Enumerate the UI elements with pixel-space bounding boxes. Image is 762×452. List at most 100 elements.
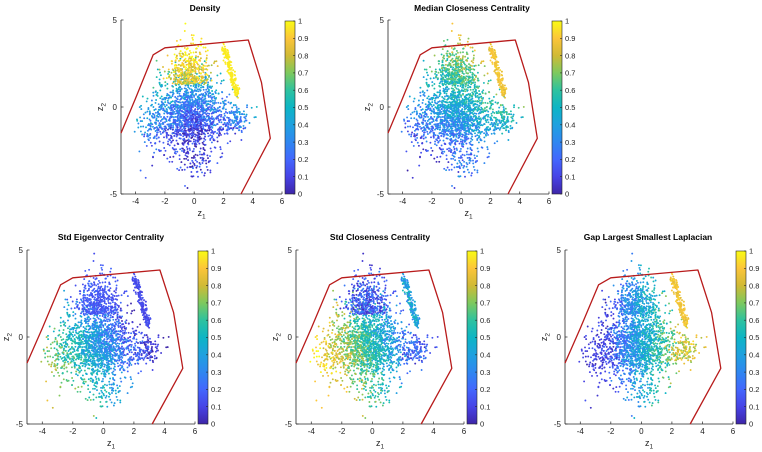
scatter-point [167,134,170,137]
scatter-point [416,119,419,122]
scatter-point [442,148,444,151]
scatter-point [175,135,178,138]
scatter-point [190,171,193,173]
scatter-point [491,99,494,102]
scatter-point [422,119,425,122]
scatter-point [504,110,507,113]
scatter-point [237,96,239,99]
scatter-point [197,112,200,115]
scatter-point [423,68,426,71]
scatter-point [442,139,445,142]
scatter-point [443,167,446,170]
scatter-point [150,99,153,102]
scatter-point [146,97,149,100]
scatter-point [439,155,442,158]
scatter-point [462,55,464,58]
scatter-point [505,113,508,116]
scatter-point [189,125,192,128]
scatter-point [489,52,492,55]
scatter-point [195,86,198,89]
scatter-point [140,104,143,107]
scatter-point [446,54,449,57]
scatter-point [486,72,489,75]
scatter-point [241,113,244,116]
scatter-point [151,103,153,106]
x-tick-label: -2 [428,197,436,206]
scatter-point [226,132,229,135]
scatter-point [503,122,506,125]
scatter-point [195,75,198,78]
scatter-point [505,87,508,90]
scatter-point [233,73,236,76]
scatter-point [211,115,213,118]
scatter-point [170,101,173,103]
scatter-point [485,121,488,123]
scatter-point [431,101,434,104]
scatter-point [162,66,164,68]
scatter-point [199,168,202,171]
scatter-point [173,53,176,56]
scatter-point [199,57,202,60]
scatter-point [194,153,197,156]
scatter-point [186,187,189,189]
scatter-point [154,141,157,144]
scatter-point [215,81,218,84]
scatter-point [497,61,500,64]
scatter-point [171,91,173,94]
scatter-point [509,110,512,113]
scatter-point [196,110,199,113]
scatter-point [506,117,509,120]
scatter-point [198,124,201,127]
scatter-point [234,77,237,80]
scatter-point [464,116,467,119]
scatter-point [189,94,192,97]
scatter-point [423,115,426,118]
scatter-point [184,78,187,81]
scatter-point [449,150,452,153]
scatter-point [184,105,187,108]
scatter-point [476,71,479,74]
colorbar-tick-label: 0 [298,190,302,199]
scatter-point [421,141,424,144]
scatter-point [413,97,416,100]
scatter-point [174,152,177,155]
scatter-point [468,162,471,164]
scatter-point [225,95,228,98]
scatter-point [463,99,466,102]
scatter-point [446,121,448,124]
scatter-point [174,101,176,104]
scatter-point [205,100,208,103]
scatter-point [216,132,219,135]
scatter-point [456,82,459,85]
scatter-point [187,94,190,97]
scatter-point [172,112,175,115]
scatter-point [184,184,186,187]
scatter-point [470,124,473,127]
scatter-point [196,154,199,157]
scatter-point [413,110,416,113]
scatter-point [513,106,515,109]
scatter-point [149,122,152,125]
scatter-point [447,130,450,133]
scatter-point [438,82,441,85]
scatter-point [445,109,448,112]
scatter-point [471,73,474,76]
scatter-point [453,150,456,153]
scatter-point [198,100,201,103]
scatter-point [427,126,429,129]
scatter-point [423,111,426,114]
scatter-point [458,93,461,96]
scatter-point [512,113,515,116]
scatter-point [476,92,479,95]
scatter-point [174,66,177,69]
scatter-point [424,108,427,111]
scatter-point [209,171,212,174]
scatter-point [198,142,201,145]
scatter-point [489,79,492,82]
scatter-point [452,92,455,95]
scatter-point [222,116,225,119]
scatter-point [452,63,455,66]
scatter-point [455,55,458,58]
scatter-point [460,83,462,86]
scatter-point [478,104,481,107]
